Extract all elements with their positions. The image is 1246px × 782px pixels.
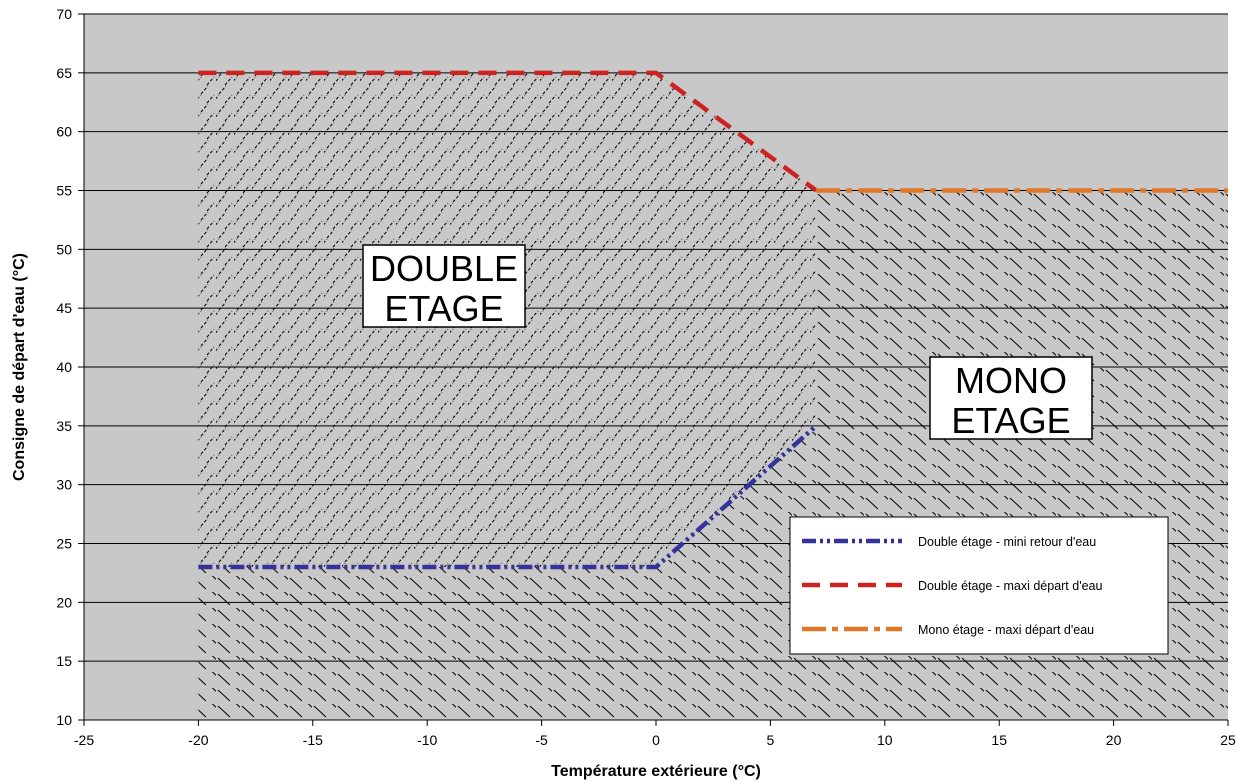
y-tick-label: 30 [56,477,72,493]
region-label-line2: ETAGE [951,400,1070,441]
y-tick-label: 25 [56,536,72,552]
x-tick-label: -5 [535,732,548,748]
y-tick-label: 40 [56,359,72,375]
y-tick-label: 10 [56,712,72,728]
x-tick-label: 0 [652,732,660,748]
series-line-1 [198,424,818,570]
region-label-box [362,244,526,328]
x-axis-title: Température extérieure (°C) [551,763,761,780]
y-tick-label: 50 [56,241,72,257]
x-tick-label: 15 [991,732,1007,748]
series-line-2 [198,70,818,193]
x-tick-label: -25 [74,732,94,748]
y-tick-label: 45 [56,300,72,316]
region-label-box [929,356,1093,440]
x-tick-label: 10 [877,732,893,748]
region-label-line1: DOUBLE [370,248,518,289]
y-tick-label: 60 [56,124,72,140]
legend-label-1: Double étage - mini retour d'eau [918,535,1096,549]
y-tick-label: 15 [56,653,72,669]
region-label-line2: ETAGE [384,288,503,329]
y-tick-label: 55 [56,183,72,199]
y-tick-label: 65 [56,65,72,81]
x-tick-label: -10 [417,732,437,748]
double-etage-region [198,72,817,720]
x-tick-label: -15 [303,732,323,748]
x-tick-label: 5 [767,732,775,748]
legend-label-2: Double étage - maxi départ d'eau [918,579,1102,593]
y-axis-title: Consigne de départ d'eau (°C) [11,253,28,481]
y-tick-label: 35 [56,418,72,434]
y-tick-label: 20 [56,594,72,610]
legend: Double étage - mini retour d'eau Double é… [789,516,1169,655]
x-tick-label: 25 [1220,732,1236,748]
region-label-line1: MONO [955,360,1067,401]
legend-label-3: Mono étage - maxi départ d'eau [918,623,1094,637]
y-tick-label: 70 [56,6,72,22]
x-tick-label: -20 [188,732,208,748]
x-tick-label: 20 [1106,732,1122,748]
